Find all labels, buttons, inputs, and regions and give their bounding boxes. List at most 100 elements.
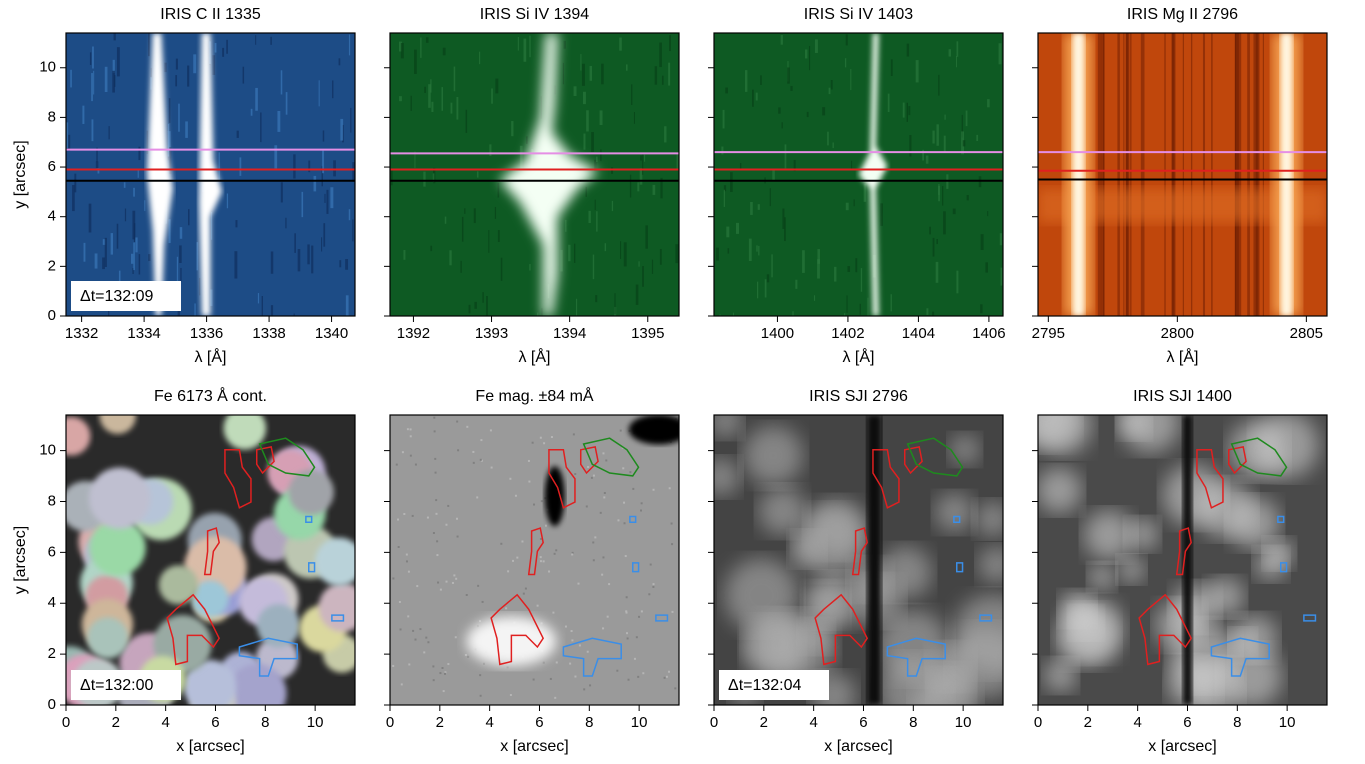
image-noise (466, 425, 469, 428)
image-noise (830, 80, 833, 90)
contour (166, 593, 221, 666)
image-noise (434, 471, 437, 474)
image-noise (480, 459, 483, 462)
y-tick-label: 0 (48, 307, 56, 324)
image-noise (444, 216, 447, 224)
image-noise (626, 637, 629, 640)
image-noise (199, 277, 201, 296)
image-noise (645, 225, 648, 249)
contour (953, 515, 961, 524)
image-noise (845, 34, 848, 46)
image-noise (95, 161, 99, 168)
image-noise (432, 679, 435, 682)
emission (146, 33, 173, 316)
image-noise (407, 615, 410, 618)
image-noise (604, 243, 607, 252)
annotation: Δt=132:04 (728, 677, 802, 694)
image-noise (179, 227, 183, 239)
image-noise (555, 549, 558, 552)
image-noise (82, 105, 85, 124)
image-noise (605, 459, 608, 462)
image-noise (423, 171, 426, 187)
image-noise (778, 107, 781, 114)
image-noise (441, 87, 444, 111)
image-noise (138, 146, 141, 161)
image-noise (108, 126, 110, 140)
image-noise (578, 644, 581, 647)
image-noise (638, 261, 640, 267)
image-noise (477, 584, 480, 587)
image-noise (482, 662, 485, 665)
image-noise (423, 651, 426, 654)
image-noise (323, 223, 326, 247)
absorption (1125, 33, 1130, 316)
x-tick-label: 8 (1233, 714, 1241, 731)
image-noise (414, 463, 417, 466)
image-noise (352, 219, 354, 242)
granule (256, 604, 301, 648)
x-tick-label: 2 (1084, 714, 1092, 731)
image-noise (497, 230, 500, 243)
x-tick-label: 2795 (1032, 325, 1065, 342)
image-noise (642, 153, 644, 175)
image-noise (185, 121, 188, 138)
image-noise (651, 259, 654, 274)
image-noise (425, 636, 428, 639)
image-noise (194, 303, 196, 316)
contour (851, 527, 868, 576)
image-noise (427, 641, 430, 644)
image-noise (326, 189, 329, 214)
image-noise (443, 672, 446, 675)
image-noise (929, 226, 931, 235)
x-tick-label: 1404 (902, 325, 935, 342)
brightening (1253, 415, 1319, 479)
image-noise (481, 600, 484, 603)
image-noise (400, 683, 403, 686)
image-noise (70, 69, 72, 88)
image-noise (390, 168, 393, 186)
image-noise (405, 560, 408, 563)
image-noise (486, 296, 488, 316)
image-noise (392, 577, 395, 580)
image-noise (97, 168, 100, 174)
image-noise (447, 663, 450, 666)
image-noise (196, 242, 199, 271)
image-noise (399, 96, 402, 102)
axes-frame (389, 32, 680, 317)
image-noise (676, 153, 679, 171)
image-noise (536, 604, 539, 607)
image-noise (652, 184, 656, 195)
absorption (1123, 33, 1125, 316)
image-noise (755, 92, 758, 101)
image-noise (72, 185, 75, 212)
slit (867, 415, 882, 705)
contour (331, 614, 345, 622)
image-noise (179, 245, 182, 263)
image-noise (575, 298, 578, 316)
contour (1138, 593, 1193, 666)
contour (308, 562, 316, 573)
image-noise (465, 109, 468, 133)
image-noise (571, 639, 574, 642)
image-noise (652, 488, 655, 491)
image-noise (132, 210, 136, 240)
x-tick-label: 2800 (1161, 325, 1194, 342)
absorption (1130, 33, 1132, 316)
brightening (1162, 464, 1225, 527)
panel-image (66, 33, 355, 316)
image-noise (659, 42, 662, 68)
image-noise (164, 62, 167, 73)
image-noise (318, 80, 320, 107)
panel-title: IRIS Si IV 1394 (480, 6, 589, 23)
image-noise (965, 110, 968, 127)
image-noise (585, 505, 588, 508)
image-noise (822, 107, 826, 116)
image-noise (214, 42, 217, 53)
absorption (1202, 33, 1206, 316)
image-noise (529, 35, 531, 58)
image-noise (631, 84, 633, 105)
axes-frame (1037, 414, 1328, 706)
image-noise (445, 523, 448, 526)
image-noise (137, 169, 139, 178)
